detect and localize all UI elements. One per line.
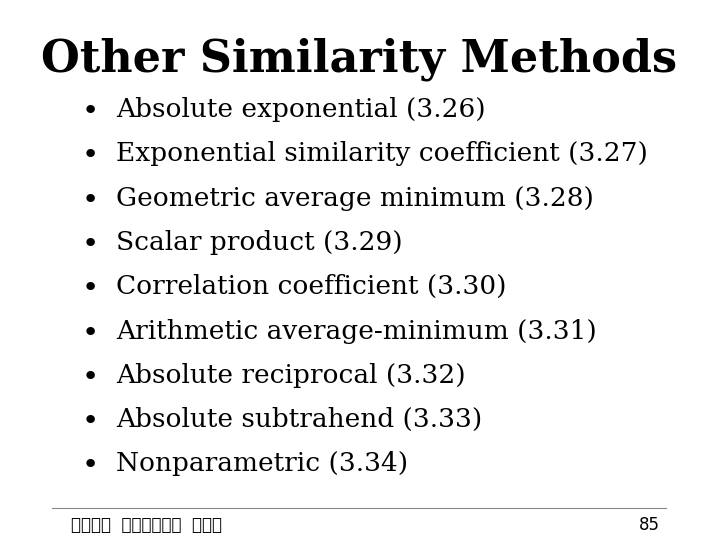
Text: Absolute exponential (3.26): Absolute exponential (3.26) [116, 97, 485, 122]
Text: •: • [81, 97, 99, 125]
Text: •: • [81, 186, 99, 214]
Text: Absolute reciprocal (3.32): Absolute reciprocal (3.32) [116, 363, 466, 388]
Text: Geometric average minimum (3.28): Geometric average minimum (3.28) [116, 186, 594, 211]
Text: Arithmetic average-minimum (3.31): Arithmetic average-minimum (3.31) [116, 319, 597, 343]
Text: •: • [81, 230, 99, 258]
Text: Exponential similarity coefficient (3.27): Exponential similarity coefficient (3.27… [116, 141, 648, 166]
Text: 淡江大學  資訊管理系所  候永昌: 淡江大學 資訊管理系所 候永昌 [71, 516, 222, 534]
Text: Other Similarity Methods: Other Similarity Methods [41, 38, 678, 82]
Text: •: • [81, 274, 99, 302]
Text: Nonparametric (3.34): Nonparametric (3.34) [116, 451, 408, 476]
Text: •: • [81, 141, 99, 170]
Text: 85: 85 [639, 516, 660, 534]
Text: •: • [81, 407, 99, 435]
Text: •: • [81, 319, 99, 347]
Text: •: • [81, 363, 99, 391]
Text: Correlation coefficient (3.30): Correlation coefficient (3.30) [116, 274, 506, 299]
Text: •: • [81, 451, 99, 480]
Text: Absolute subtrahend (3.33): Absolute subtrahend (3.33) [116, 407, 482, 432]
Text: Scalar product (3.29): Scalar product (3.29) [116, 230, 402, 255]
